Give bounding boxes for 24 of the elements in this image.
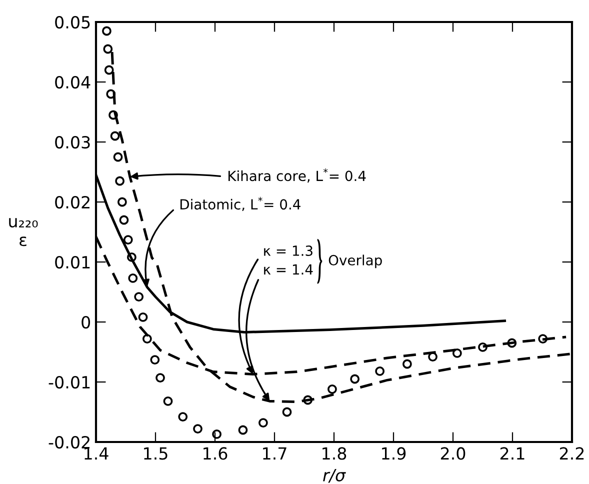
x-tick-label: 1.5 [144,447,168,460]
y-tick-label: 0.05 [55,16,90,29]
y-tick-label: 0.03 [55,136,90,149]
x-axis-title: r/σ [323,469,346,483]
x-tick-label: 2.0 [440,447,466,460]
y-tick-label: 0.01 [55,256,90,269]
annotation: Diatomic, L$^{*}$= 0.4 [180,196,300,212]
annotation: κ = 1.4 [264,264,313,274]
x-tick-label: 1.4 [84,447,108,460]
y-tick-label: -0.01 [48,376,90,389]
x-tick-label: 2.2 [560,447,584,460]
x-tick-label: 1.9 [382,447,406,460]
x-tick-label: 1.6 [204,447,228,460]
annotation: κ = 1.3 [264,246,312,256]
annotation: Overlap [328,254,382,268]
x-tick-label: 1.7 [263,447,286,460]
y-tick-label: -0.02 [48,436,90,449]
annotation: Kihara core, L$^{*}$= 0.4 [228,168,366,183]
x-tick-label: 1.8 [322,447,346,460]
x-tick-label: 2.1 [500,447,524,460]
y-tick-label: 0 [82,316,90,329]
y-axis-title: u₂₂₀ ε [9,218,38,246]
y-tick-label: 0.04 [55,76,90,89]
y-tick-label: 0.02 [55,196,90,209]
